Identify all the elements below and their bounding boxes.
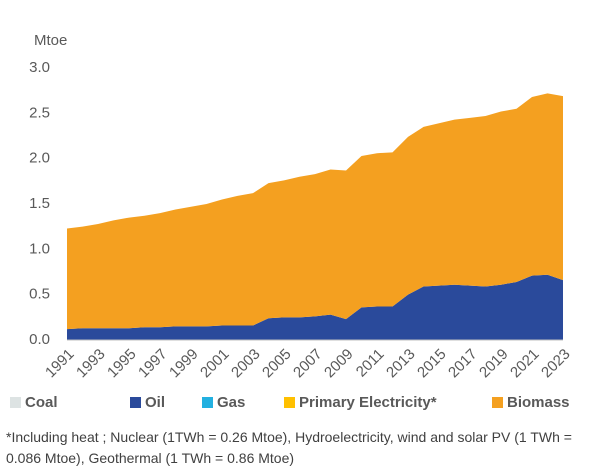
y-tick-label: 2.5 (29, 104, 50, 121)
y-tick-label: 1.5 (29, 195, 50, 212)
x-tick-label: 1993 (73, 346, 109, 382)
y-tick-label: 3.0 (29, 59, 50, 76)
x-tick-label: 1995 (104, 346, 140, 382)
y-axis-label: Mtoe (34, 32, 67, 49)
area (67, 274, 563, 340)
x-tick-label: 1997 (135, 346, 171, 382)
x-tick-label: 2005 (259, 346, 295, 382)
x-tick-label: 2013 (383, 346, 419, 382)
legend-swatch (10, 397, 21, 408)
chart: Mtoe 0.00.51.01.52.02.53.019911993199519… (10, 32, 574, 411)
legend-label: Coal (25, 394, 58, 411)
y-tick-label: 0.5 (29, 286, 50, 303)
x-tick-label: 1991 (42, 346, 78, 382)
x-tick-label: 2021 (507, 346, 543, 382)
x-tick-label: 2001 (197, 346, 233, 382)
x-tick-label: 2007 (290, 346, 326, 382)
y-tick-label: 2.0 (29, 150, 50, 167)
x-tick-label: 1999 (166, 346, 202, 382)
x-tick-label: 2015 (414, 346, 450, 382)
x-tick-label: 2017 (445, 346, 481, 382)
x-tick-label: 2023 (538, 346, 574, 382)
y-tick-label: 0.0 (29, 331, 50, 348)
legend-label: Primary Electricity* (299, 394, 437, 411)
legend-swatch (130, 397, 141, 408)
legend-swatch (284, 397, 295, 408)
legend-label: Oil (145, 394, 165, 411)
x-tick-label: 2003 (228, 346, 264, 382)
legend-swatch (492, 397, 503, 408)
x-tick-label: 2011 (353, 346, 388, 381)
y-tick-label: 1.0 (29, 240, 50, 257)
legend-label: Biomass (507, 394, 570, 411)
x-tick-label: 2009 (321, 346, 357, 382)
footnote: *Including heat ; Nuclear (1TWh = 0.26 M… (6, 429, 572, 466)
area (67, 93, 563, 330)
x-tick-label: 2019 (476, 346, 512, 382)
legend-label: Gas (217, 394, 245, 411)
legend-swatch (202, 397, 213, 408)
